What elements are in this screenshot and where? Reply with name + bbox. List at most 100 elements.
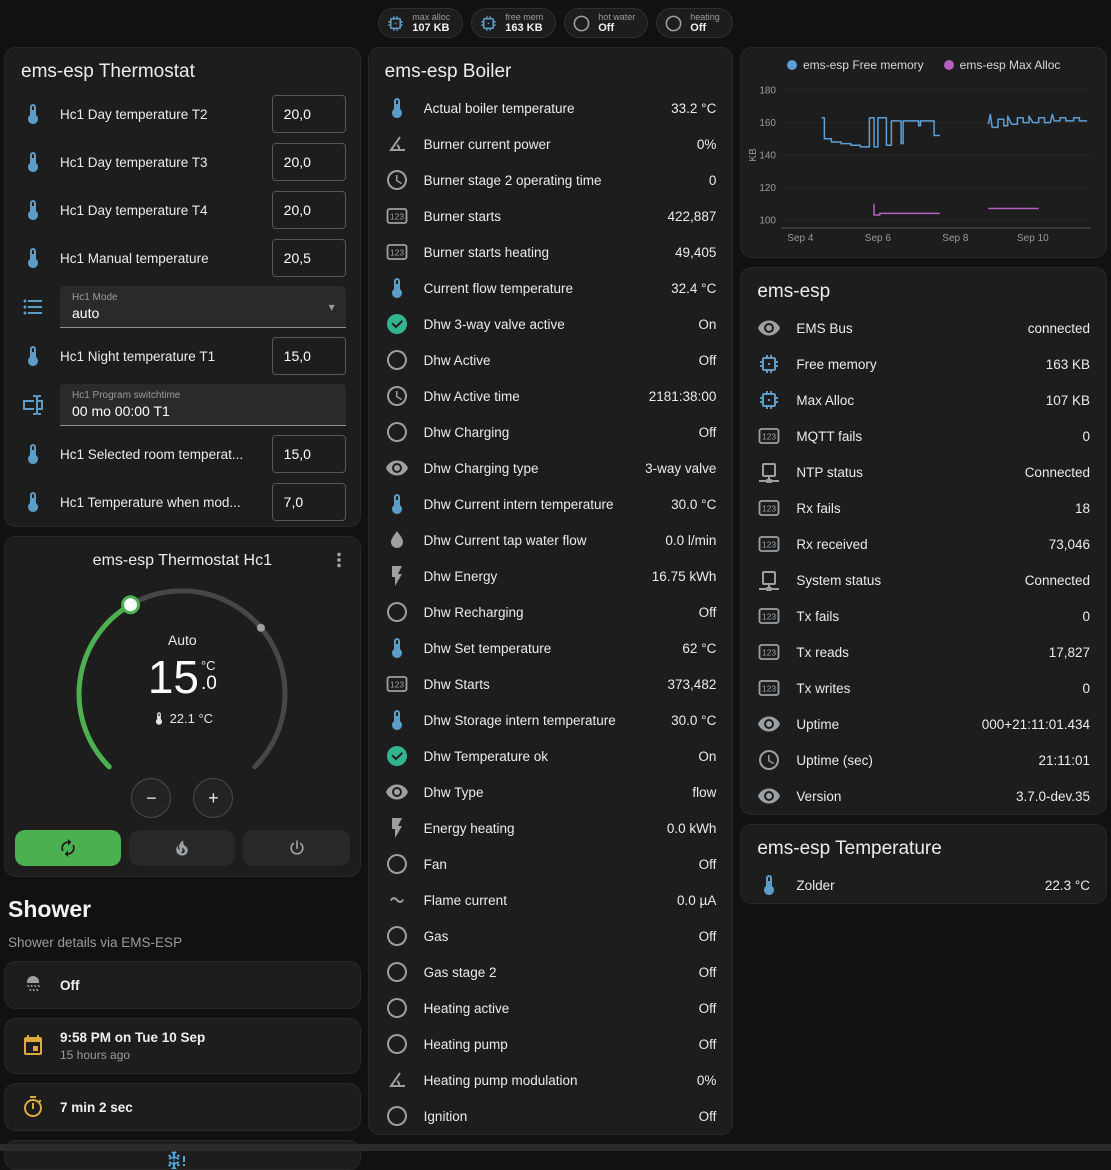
entity-row[interactable]: NTP status Connected (741, 454, 1106, 490)
entity-row[interactable]: Dhw Energy 16.75 kWh (369, 558, 733, 594)
entity-row[interactable]: Dhw Current tap water flow 0.0 l/min (369, 522, 733, 558)
text-field[interactable]: Hc1 Program switchtime 00 mo 00:00 T1 (60, 384, 346, 426)
entity-row[interactable]: Uptime 000+21:11:01.434 (741, 706, 1106, 742)
svg-text:123: 123 (762, 648, 776, 658)
entity-row[interactable]: Uptime (sec) 21:11:01 (741, 742, 1106, 778)
entity-control-row[interactable]: Hc1 Program switchtime 00 mo 00:00 T1 (5, 380, 360, 430)
entity-row[interactable]: Dhw Charging Off (369, 414, 733, 450)
thermometer-icon (385, 636, 409, 660)
number-input[interactable] (271, 435, 346, 473)
entity-control-row[interactable]: Hc1 Mode auto ▾ (5, 282, 360, 332)
number-input[interactable] (271, 143, 346, 181)
entity-control-row[interactable]: Hc1 Day temperature T2 (5, 90, 360, 138)
entity-row[interactable]: Burner stage 2 operating time 0 (369, 162, 733, 198)
number-input[interactable] (271, 337, 346, 375)
thermostat-dial[interactable]: Auto 15 °C .0 22.1 °C − + (5, 570, 360, 822)
entity-row[interactable]: Max Alloc 107 KB (741, 382, 1106, 418)
entity-row[interactable]: Dhw 3-way valve active On (369, 306, 733, 342)
legend-item[interactable]: ems-esp Free memory (786, 58, 924, 72)
entity-row[interactable]: 123 Tx reads 17,827 (741, 634, 1106, 670)
increase-temp-button[interactable]: + (193, 778, 234, 818)
entity-control-row[interactable]: Hc1 Day temperature T3 (5, 138, 360, 186)
counter-icon: 123 (757, 640, 781, 664)
entity-row[interactable]: Dhw Charging type 3-way valve (369, 450, 733, 486)
entity-row[interactable]: Dhw Type flow (369, 774, 733, 810)
entity-row[interactable]: Ignition Off (369, 1098, 733, 1134)
shower-info-card[interactable]: 9:58 PM on Tue 10 Sep 15 hours ago (4, 1018, 361, 1074)
entity-row[interactable]: 123 Rx received 73,046 (741, 526, 1106, 562)
entity-row[interactable]: Dhw Recharging Off (369, 594, 733, 630)
entity-row[interactable]: System status Connected (741, 562, 1106, 598)
shower-primary-text: Off (60, 977, 80, 993)
entity-row[interactable]: Dhw Current intern temperature 30.0 °C (369, 486, 733, 522)
entity-row[interactable]: Gas stage 2 Off (369, 954, 733, 990)
entity-row[interactable]: 123 Burner starts heating 49,405 (369, 234, 733, 270)
status-chip[interactable]: hot water Off (564, 8, 649, 38)
number-input[interactable] (271, 95, 346, 133)
svg-text:123: 123 (762, 504, 776, 514)
status-chip[interactable]: max alloc 107 KB (378, 8, 464, 38)
number-input[interactable] (271, 239, 346, 277)
shower-info-card[interactable]: Off (4, 961, 361, 1009)
entity-row[interactable]: Heating pump modulation 0% (369, 1062, 733, 1098)
thermometer-icon (21, 344, 45, 368)
entity-row[interactable]: 123 Dhw Starts 373,482 (369, 666, 733, 702)
entity-row[interactable]: 123 Tx writes 0 (741, 670, 1106, 706)
entity-name: Hc1 Temperature when mod... (60, 494, 241, 510)
entity-value: 422,887 (667, 208, 717, 224)
mode-auto-button[interactable] (15, 830, 122, 866)
entity-row[interactable]: Dhw Temperature ok On (369, 738, 733, 774)
shower-info-card[interactable]: 7 min 2 sec (4, 1083, 361, 1131)
entity-row[interactable]: Dhw Storage intern temperature 30.0 °C (369, 702, 733, 738)
menu-icon[interactable] (328, 549, 350, 571)
status-chip[interactable]: heating Off (656, 8, 733, 38)
entity-row[interactable]: 123 MQTT fails 0 (741, 418, 1106, 454)
entity-row[interactable]: 123 Burner starts 422,887 (369, 198, 733, 234)
entity-row[interactable]: Current flow temperature 32.4 °C (369, 270, 733, 306)
number-input[interactable] (271, 191, 346, 229)
entity-row[interactable]: Flame current 0.0 µA (369, 882, 733, 918)
entity-control-row[interactable]: Hc1 Day temperature T4 (5, 186, 360, 234)
number-input[interactable] (271, 483, 346, 521)
entity-row[interactable]: Energy heating 0.0 kWh (369, 810, 733, 846)
entity-row[interactable]: Dhw Active Off (369, 342, 733, 378)
entity-row[interactable]: Burner current power 0% (369, 126, 733, 162)
entity-value: 107 KB (1045, 392, 1090, 408)
hvac-mode-buttons (5, 822, 360, 876)
entity-row[interactable]: Gas Off (369, 918, 733, 954)
entity-name: Dhw Energy (423, 568, 498, 584)
entity-value: Connected (1024, 572, 1090, 588)
entity-control-row[interactable]: Hc1 Manual temperature (5, 234, 360, 282)
entity-row[interactable]: Fan Off (369, 846, 733, 882)
entity-row[interactable]: 123 Rx fails 18 (741, 490, 1106, 526)
dial-arc[interactable] (57, 572, 307, 818)
circle-outline-icon (385, 924, 409, 948)
entity-row[interactable]: Heating pump Off (369, 1026, 733, 1062)
entity-control-row[interactable]: Hc1 Night temperature T1 (5, 332, 360, 380)
memory-history-chart[interactable]: 100 120 140 160 180 Sep 4 Sep 6 Sep 8 Sep 10 KB (747, 74, 1097, 246)
svg-text:180: 180 (760, 86, 777, 97)
mode-select[interactable]: Hc1 Mode auto ▾ (60, 286, 346, 328)
entity-row[interactable]: Zolder 22.3 °C (741, 867, 1106, 903)
entity-row[interactable]: EMS Bus connected (741, 310, 1106, 346)
entity-row[interactable]: Actual boiler temperature 33.2 °C (369, 90, 733, 126)
svg-text:123: 123 (762, 684, 776, 694)
decrease-temp-button[interactable]: − (131, 778, 172, 818)
horizontal-scrollbar[interactable] (0, 1144, 1111, 1151)
flash-icon (385, 816, 409, 840)
entity-row[interactable]: Version 3.7.0-dev.35 (741, 778, 1106, 814)
entity-row[interactable]: Dhw Active time 2181:38:00 (369, 378, 733, 414)
legend-item[interactable]: ems-esp Max Alloc (943, 58, 1060, 72)
entity-control-row[interactable]: Hc1 Selected room temperat... (5, 430, 360, 478)
mode-heat-button[interactable] (129, 830, 236, 866)
entity-name: Actual boiler temperature (423, 100, 575, 116)
status-chip[interactable]: free mem 163 KB (471, 8, 557, 38)
counter-icon: 123 (757, 604, 781, 628)
entity-value: Off (698, 928, 717, 944)
mode-off-button[interactable] (243, 830, 350, 866)
entity-row[interactable]: Heating active Off (369, 990, 733, 1026)
entity-control-row[interactable]: Hc1 Temperature when mod... (5, 478, 360, 526)
entity-row[interactable]: Free memory 163 KB (741, 346, 1106, 382)
entity-row[interactable]: 123 Tx fails 0 (741, 598, 1106, 634)
entity-row[interactable]: Dhw Set temperature 62 °C (369, 630, 733, 666)
